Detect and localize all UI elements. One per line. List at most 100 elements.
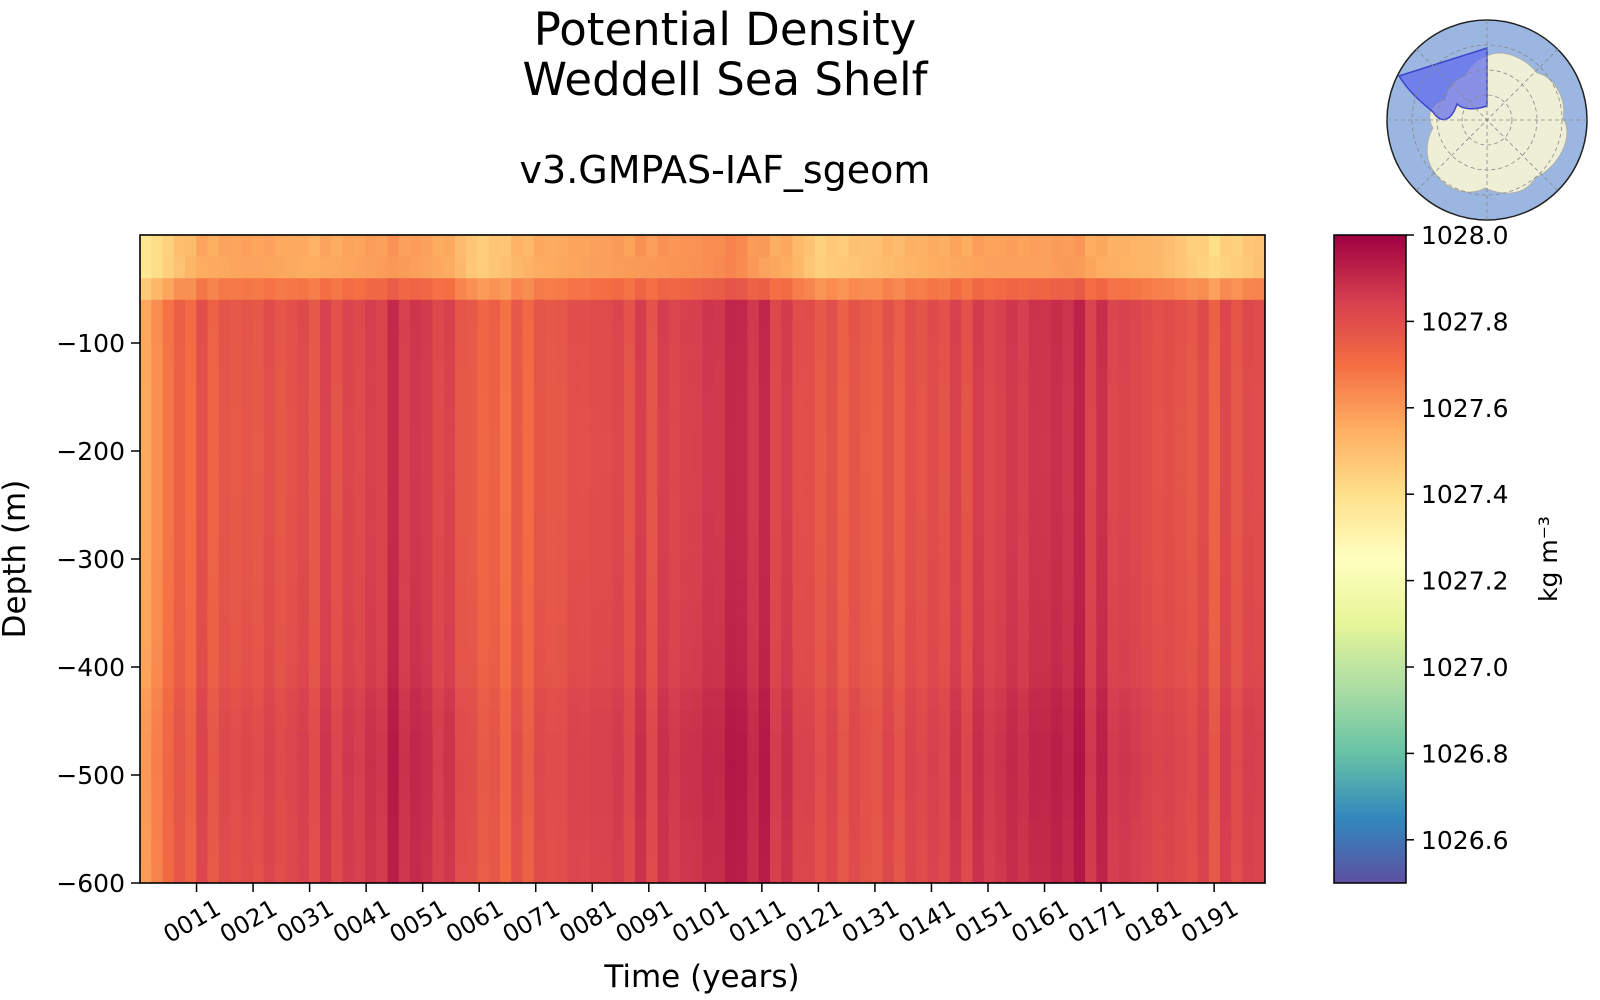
heatmap-cell: [421, 386, 434, 409]
heatmap-cell: [950, 386, 962, 409]
heatmap-cell: [1062, 364, 1075, 387]
heatmap-cell: [252, 321, 265, 344]
heatmap-cell: [286, 688, 299, 711]
heatmap-cell: [320, 386, 332, 409]
heatmap-cell: [837, 343, 850, 366]
heatmap-cell: [1186, 386, 1199, 409]
heatmap-cell: [893, 278, 906, 301]
heatmap-cell: [230, 775, 242, 798]
heatmap-cell: [1085, 559, 1097, 582]
heatmap-cell: [1062, 710, 1075, 733]
heatmap-cell: [578, 472, 591, 495]
heatmap-cell: [387, 753, 400, 776]
heatmap-cell: [1051, 429, 1064, 452]
heatmap-cell: [1118, 386, 1131, 409]
heatmap-cell: [1107, 818, 1120, 841]
heatmap-cell: [736, 645, 749, 668]
heatmap-cell: [443, 602, 456, 625]
heatmap-cell: [826, 343, 839, 366]
heatmap-cell: [770, 321, 782, 344]
heatmap-cell: [578, 580, 591, 603]
heatmap-cell: [983, 494, 996, 517]
heatmap-cell: [916, 623, 929, 646]
heatmap-cell: [1175, 451, 1187, 474]
heatmap-cell: [556, 429, 569, 452]
heatmap-cell: [1107, 299, 1120, 322]
heatmap-cell: [1085, 602, 1097, 625]
heatmap-cell: [882, 602, 895, 625]
heatmap-cell: [522, 731, 535, 754]
heatmap-cell: [803, 235, 816, 258]
heatmap-cell: [1197, 861, 1210, 883]
heatmap-cell: [657, 256, 670, 279]
heatmap-cell: [1220, 667, 1232, 690]
heatmap-cell: [702, 753, 715, 776]
heatmap-cell: [185, 688, 197, 711]
heatmap-cell: [848, 839, 861, 862]
chart-subtitle: v3.GMPAS-IAF_sgeom: [519, 148, 931, 192]
heatmap-cell: [545, 256, 557, 279]
heatmap-cell: [365, 451, 377, 474]
heatmap-cell: [837, 256, 850, 279]
heatmap-cell: [556, 364, 569, 387]
heatmap-cell: [252, 710, 265, 733]
heatmap-cell: [702, 451, 715, 474]
heatmap-cell: [1118, 688, 1131, 711]
heatmap-cell: [185, 537, 197, 560]
heatmap-cell: [961, 515, 974, 538]
heatmap-cell: [871, 602, 884, 625]
heatmap-cell: [1051, 623, 1064, 646]
heatmap-cell: [905, 602, 917, 625]
heatmap-cell: [376, 386, 389, 409]
heatmap-cell: [387, 343, 400, 366]
heatmap-cell: [668, 364, 681, 387]
heatmap-cell: [961, 429, 974, 452]
heatmap-cell: [792, 667, 805, 690]
heatmap-cell: [151, 731, 164, 754]
heatmap-cell: [578, 731, 591, 754]
heatmap-cell: [1130, 796, 1142, 819]
heatmap-cell: [365, 688, 377, 711]
heatmap-cell: [612, 602, 625, 625]
heatmap-cell: [1242, 796, 1255, 819]
heatmap-cell: [241, 731, 254, 754]
heatmap-cell: [1085, 580, 1097, 603]
heatmap-cell: [1073, 645, 1086, 668]
heatmap-cell: [961, 602, 974, 625]
heatmap-cell: [353, 537, 366, 560]
heatmap-cell: [725, 256, 737, 279]
heatmap-cell: [230, 559, 242, 582]
heatmap-cell: [567, 364, 580, 387]
heatmap-cell: [1096, 429, 1109, 452]
heatmap-cell: [173, 688, 186, 711]
heatmap-cell: [556, 235, 569, 258]
heatmap-cell: [376, 407, 389, 430]
heatmap-cell: [387, 386, 400, 409]
heatmap-cell: [1141, 667, 1154, 690]
heatmap-cell: [1208, 753, 1221, 776]
heatmap-cell: [938, 623, 951, 646]
heatmap-cell: [1073, 321, 1086, 344]
heatmap-cell: [331, 839, 344, 862]
heatmap-cell: [713, 299, 726, 322]
heatmap-cell: [477, 386, 490, 409]
heatmap-cell: [781, 515, 794, 538]
heatmap-cell: [297, 364, 310, 387]
heatmap-cell: [398, 667, 411, 690]
heatmap-cell: [657, 343, 670, 366]
heatmap-cell: [275, 775, 287, 798]
heatmap-cell: [803, 623, 816, 646]
heatmap-cell: [320, 278, 332, 301]
heatmap-cell: [477, 796, 490, 819]
heatmap-cell: [702, 580, 715, 603]
heatmap-cell: [601, 559, 614, 582]
heatmap-cell: [1163, 645, 1176, 668]
heatmap-cell: [983, 753, 996, 776]
heatmap-cell: [286, 818, 299, 841]
heatmap-cell: [297, 839, 310, 862]
heatmap-cell: [1253, 299, 1265, 322]
heatmap-cell: [353, 753, 366, 776]
heatmap-cell: [218, 861, 231, 883]
heatmap-cell: [218, 667, 231, 690]
heatmap-cell: [342, 321, 355, 344]
